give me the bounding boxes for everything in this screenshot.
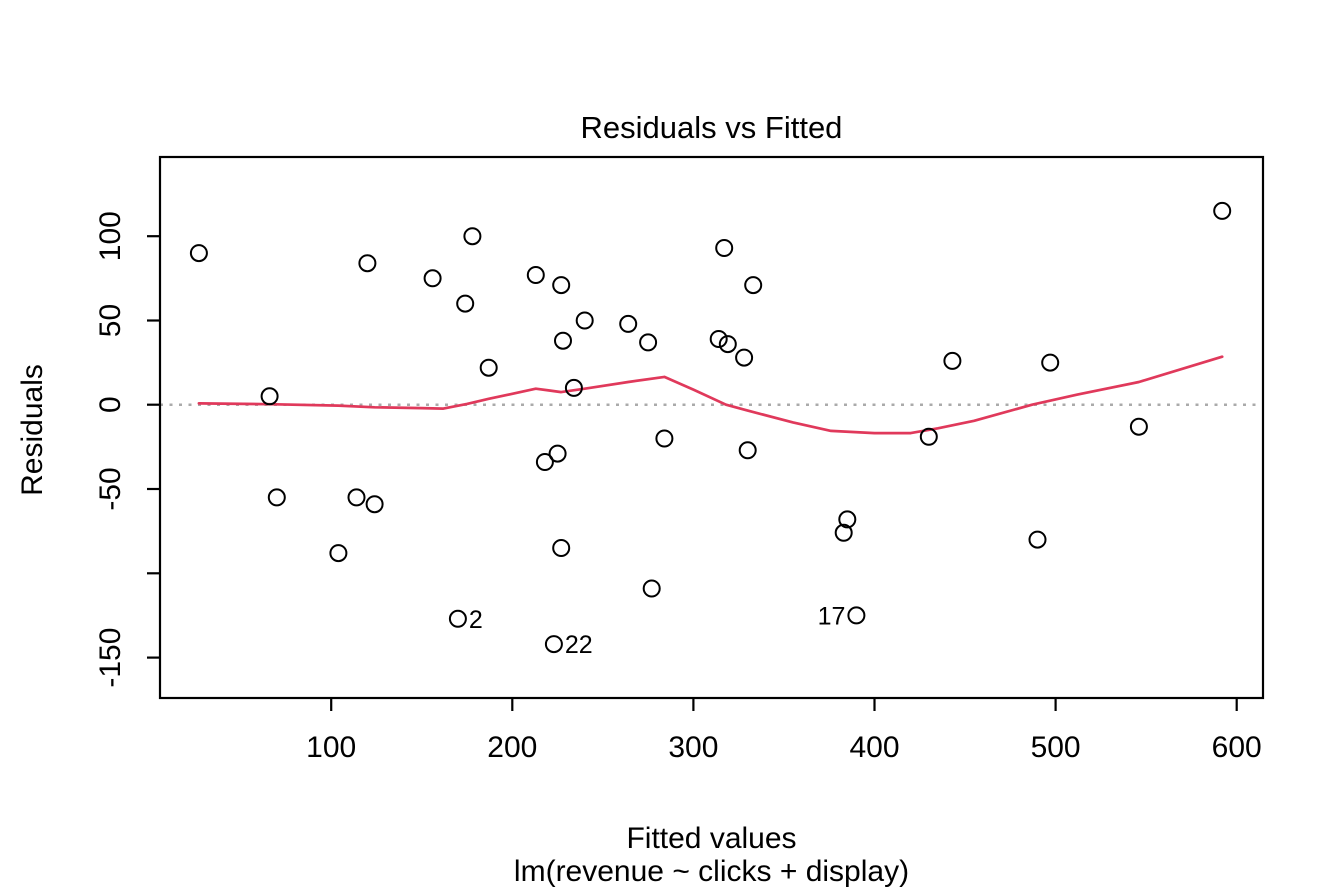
y-axis-tick-label: 50 bbox=[94, 304, 127, 337]
data-point-label: 17 bbox=[818, 602, 846, 630]
x-axis-label: Fitted values bbox=[626, 822, 797, 855]
data-point bbox=[329, 544, 348, 563]
y-axis-tick-label: -50 bbox=[94, 467, 127, 510]
data-point bbox=[423, 269, 442, 288]
data-point bbox=[189, 244, 208, 263]
data-point bbox=[847, 606, 866, 625]
data-point bbox=[744, 276, 763, 295]
x-axis-tick-label: 600 bbox=[1212, 731, 1262, 764]
data-point bbox=[575, 311, 594, 330]
x-axis-tick-label: 300 bbox=[668, 731, 718, 764]
data-point bbox=[448, 609, 467, 628]
data-point bbox=[735, 348, 754, 367]
data-point bbox=[619, 314, 638, 333]
data-point bbox=[1028, 530, 1047, 549]
data-point bbox=[1213, 201, 1232, 220]
data-point bbox=[267, 488, 286, 507]
data-point bbox=[655, 429, 674, 448]
data-point bbox=[526, 266, 545, 284]
data-point bbox=[715, 239, 734, 257]
data-point bbox=[552, 539, 571, 557]
x-axis-tick-label: 200 bbox=[487, 731, 537, 764]
data-point bbox=[535, 453, 554, 471]
data-point bbox=[456, 294, 475, 313]
data-point bbox=[642, 579, 661, 598]
data-point bbox=[548, 444, 567, 463]
data-point bbox=[479, 358, 498, 377]
x-axis-tick-label: 500 bbox=[1031, 731, 1081, 764]
data-point bbox=[738, 441, 757, 460]
y-axis-tick-label: 100 bbox=[94, 211, 127, 261]
model-call-label: lm(revenue ~ clicks + display) bbox=[513, 855, 910, 888]
data-point-label: 22 bbox=[565, 631, 593, 659]
plot-title: Residuals vs Fitted bbox=[580, 110, 843, 145]
data-point bbox=[564, 378, 583, 397]
data-point bbox=[544, 635, 563, 654]
data-point bbox=[347, 488, 366, 507]
x-axis-tick-label: 400 bbox=[849, 731, 899, 764]
data-point bbox=[365, 495, 384, 514]
data-point-label: 2 bbox=[469, 606, 483, 634]
data-point bbox=[463, 227, 482, 246]
y-axis-tick-label: -150 bbox=[94, 628, 127, 688]
data-point bbox=[919, 427, 938, 446]
plot-border bbox=[158, 155, 1265, 700]
data-point bbox=[1129, 417, 1148, 436]
data-point bbox=[358, 254, 377, 273]
data-point bbox=[718, 335, 737, 354]
data-point bbox=[639, 333, 658, 352]
data-point bbox=[709, 330, 728, 348]
lowess-smooth-line bbox=[197, 355, 1224, 435]
data-point bbox=[554, 331, 572, 350]
data-point bbox=[552, 276, 571, 295]
data-point bbox=[838, 510, 857, 529]
data-point bbox=[1041, 353, 1060, 372]
data-point bbox=[260, 387, 279, 406]
data-point bbox=[834, 523, 853, 542]
data-point bbox=[943, 351, 962, 370]
y-axis-tick-label: 0 bbox=[94, 396, 127, 413]
x-axis-tick-label: 100 bbox=[306, 731, 356, 764]
